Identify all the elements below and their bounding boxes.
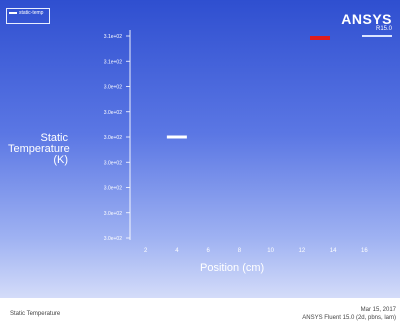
x-tick-label: 10 [267,248,274,254]
legend-label: static-temp [19,10,44,16]
footer-date: Mar 15, 2017 [360,307,396,313]
y-tick-label: 3.0e+02 [104,236,122,242]
logo-underline [362,35,392,37]
y-tick-label: 3.0e+02 [104,186,122,192]
x-tick-label: 16 [361,248,368,254]
y-tick-label: 3.0e+02 [104,211,122,217]
x-tick-label: 8 [238,248,242,254]
footer-left-text: Static Temperature [10,311,61,317]
data-marks [166,135,187,139]
y-tick-label: 3.1e+02 [104,59,122,65]
y-tick-label: 3.1e+02 [104,34,122,40]
ansys-logo: ANSYS R15.0 [341,12,392,37]
y-tick-labels: 3.1e+02 3.1e+02 3.0e+02 3.0e+02 3.0e+02 3.0e+… [104,34,130,242]
y-tick-label: 3.0e+02 [104,85,122,91]
x-tick-label: 2 [144,248,148,254]
logo-version: R15.0 [375,26,392,32]
legend: static-temp [6,8,50,24]
x-tick-label: 6 [206,248,210,254]
red-marker [310,36,330,40]
y-tick-label: 3.0e+02 [104,135,122,141]
x-axis-label: Position (cm) [200,262,265,274]
x-tick-label: 4 [175,248,179,254]
chart-svg: 3.1e+02 3.1e+02 3.0e+02 3.0e+02 3.0e+02 3.0e+… [104,34,368,254]
data-point [166,135,187,139]
legend-swatch [9,11,17,14]
x-tick-labels: 2 4 6 8 10 12 14 16 [144,248,368,254]
logo-brand: ANSYS [341,11,392,27]
footer-product: ANSYS Fluent 15.0 (2d, pbns, lam) [302,315,396,321]
x-tick-label: 12 [299,248,306,254]
plot-background [0,0,400,298]
y-tick-label: 3.0e+02 [104,110,122,116]
x-tick-label: 14 [330,248,337,254]
footer-right: Mar 15, 2017 ANSYS Fluent 15.0 (2d, pbns… [302,306,396,322]
y-axis-label: Static Temperature (K) [8,132,70,166]
y-tick-label: 3.0e+02 [104,160,122,166]
